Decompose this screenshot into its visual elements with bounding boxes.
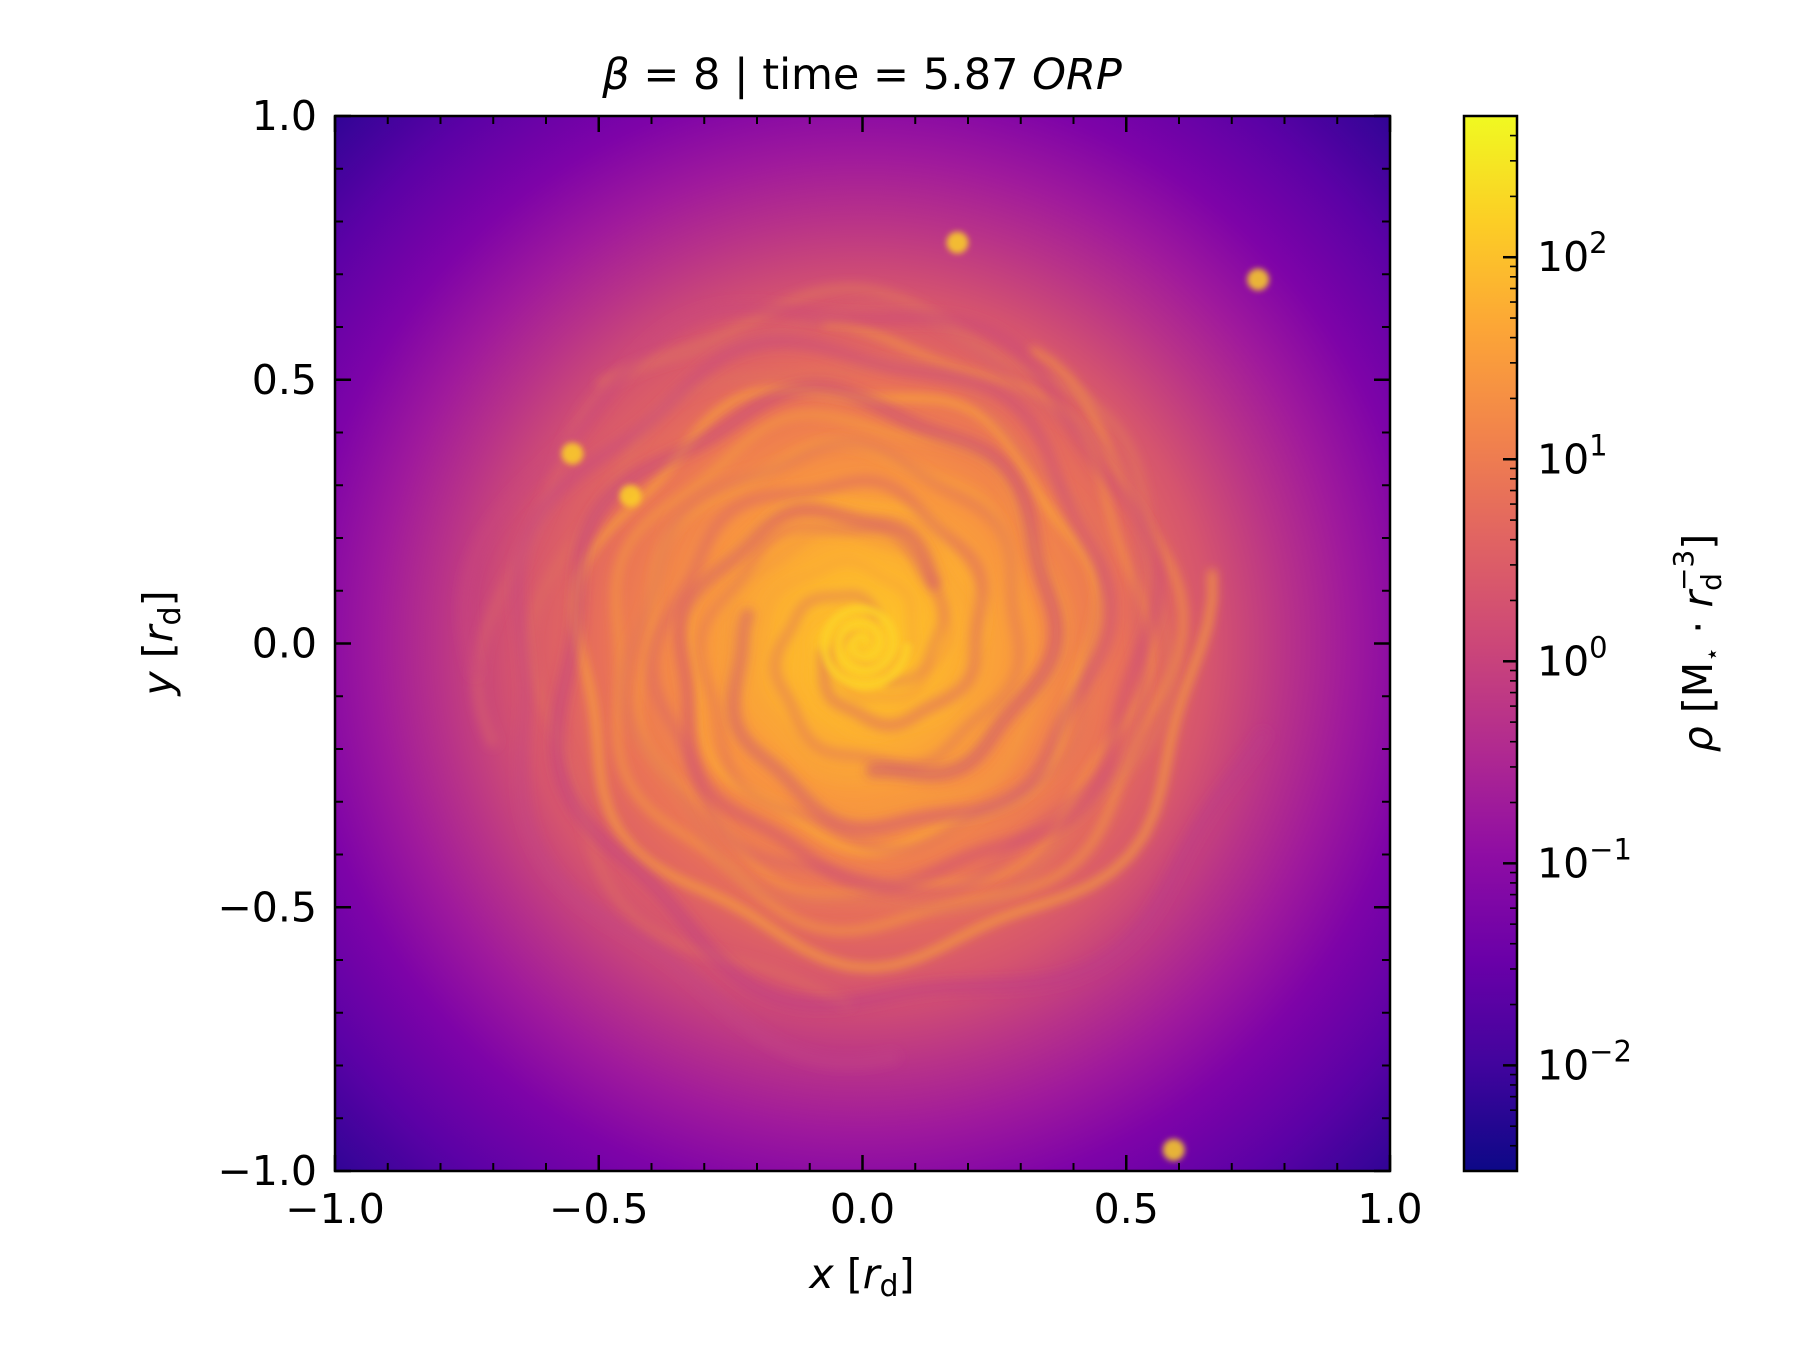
x-tick-label: −0.5 [549, 1185, 649, 1233]
y-label-close: ] [134, 590, 182, 606]
density-clump [561, 442, 584, 465]
cbar-label-close: ] [1674, 534, 1722, 550]
colorbar-tick-exponent: −2 [1589, 1034, 1632, 1068]
cbar-label-var: r [1674, 589, 1722, 608]
density-background [335, 116, 1390, 1171]
cbar-label-symbol: ρ [1674, 726, 1722, 752]
colorbar-tick-base: 10 [1537, 435, 1589, 483]
spiral-arm [457, 300, 1166, 894]
density-clumps [561, 231, 1270, 1161]
y-tick-label: 0.0 [252, 620, 317, 668]
y-axis-label: y [rd] [134, 590, 188, 697]
disk-core [820, 604, 912, 690]
colorbar-tick-exponent: 2 [1589, 226, 1607, 260]
spiral-arm [471, 300, 1149, 900]
y-tick-label: 0.5 [252, 356, 317, 404]
colorbar-tick-label: 10−2 [1537, 1034, 1632, 1089]
colorbar-tick-label: 101 [1537, 428, 1608, 483]
cbar-label-star: ⋆ [1698, 647, 1726, 662]
density-clump [946, 231, 969, 254]
spiral-arm [635, 320, 1156, 898]
density-clump [619, 484, 642, 507]
density-clump [1162, 1138, 1185, 1161]
colorbar-gradient [1462, 114, 1519, 1173]
y-label-open: [ [134, 642, 182, 671]
y-label-symbol: y [134, 671, 182, 698]
chart-title: β = 8 | time = 5.87 ORP [601, 50, 1122, 100]
colorbar-tick-exponent: 0 [1589, 630, 1607, 664]
title-text: = 8 | time = 5.87 [630, 50, 1032, 100]
cbar-label-sub: d [1695, 573, 1728, 591]
spiral-arm [571, 385, 1216, 972]
x-axis-label: x [rd] [807, 1250, 914, 1304]
y-label-sub: d [153, 606, 188, 625]
colorbar-tick-base: 10 [1537, 637, 1589, 685]
x-label-var: r [863, 1250, 882, 1298]
title-unit: ORP [1032, 50, 1122, 100]
x-label-symbol: x [807, 1250, 834, 1298]
cbar-label-sup: −3 [1667, 550, 1700, 591]
colorbar-label: ρ [M⋆ · rd−3] [1667, 534, 1728, 753]
title-beta-symbol: β [601, 50, 629, 100]
spiral-arm [611, 346, 1188, 936]
colorbar-tick-exponent: −1 [1589, 832, 1632, 866]
y-label-var: r [134, 623, 182, 642]
spiral-arms [457, 283, 1271, 1070]
colorbar-tick-base: 10 [1537, 839, 1589, 887]
x-label-close: ] [899, 1250, 915, 1298]
spiral-arm [510, 334, 1119, 1070]
spiral-arm [596, 283, 1177, 915]
density-map [333, 114, 1392, 1173]
colorbar-tick-base: 10 [1537, 1041, 1589, 1089]
colorbar-tick-base: 10 [1537, 233, 1589, 281]
x-label-sub: d [880, 1269, 899, 1304]
x-tick-label: 0.0 [830, 1185, 895, 1233]
y-tick-label: 1.0 [252, 92, 317, 140]
x-tick-label: 1.0 [1357, 1185, 1422, 1233]
density-clump [1247, 268, 1270, 291]
colorbar-tick-label: 102 [1537, 226, 1608, 281]
colorbar-tick-label: 100 [1537, 630, 1608, 685]
spiral-arm [548, 379, 1271, 1013]
y-tick-label: −0.5 [217, 883, 317, 931]
colorbar-tick-exponent: 1 [1589, 428, 1607, 462]
x-tick-label: 0.5 [1094, 1185, 1159, 1233]
x-tick-label: −1.0 [285, 1185, 385, 1233]
cbar-label-dot: · [1674, 608, 1722, 647]
cbar-label-open: [M [1674, 662, 1722, 726]
x-label-open: [ [834, 1250, 863, 1298]
x-axis-ticks: −1.0 −0.5 0.0 0.5 1.0 [285, 116, 1423, 1233]
colorbar-tick-label: 10−1 [1537, 832, 1632, 887]
y-tick-label: −1.0 [217, 1147, 317, 1195]
y-axis-ticks: −1.0 −0.5 0.0 0.5 1.0 [217, 92, 1390, 1195]
